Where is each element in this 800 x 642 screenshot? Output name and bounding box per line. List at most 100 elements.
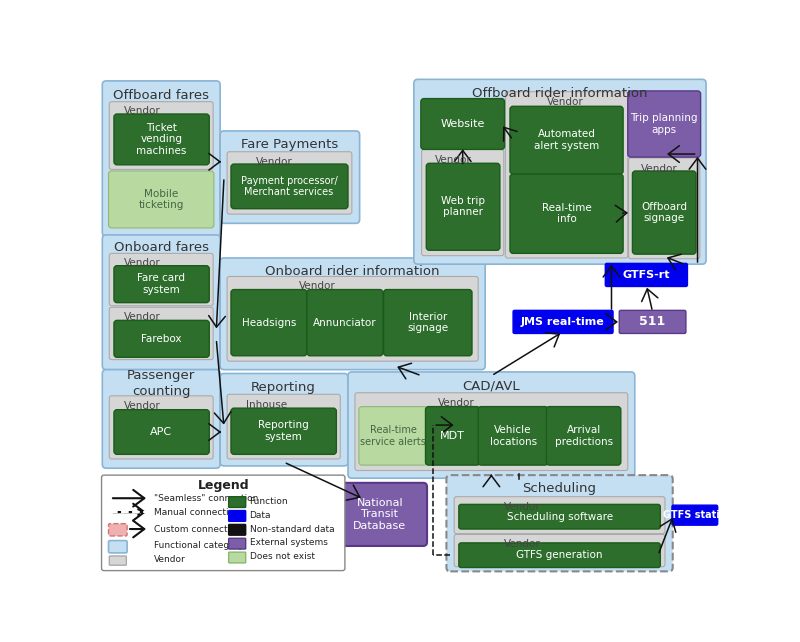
FancyBboxPatch shape <box>114 266 210 302</box>
FancyBboxPatch shape <box>628 91 701 157</box>
Text: Offboard fares: Offboard fares <box>114 89 210 102</box>
Text: Passenger
counting: Passenger counting <box>127 370 195 397</box>
FancyBboxPatch shape <box>307 290 383 356</box>
FancyBboxPatch shape <box>506 92 628 258</box>
FancyBboxPatch shape <box>102 81 220 236</box>
Text: GTFS static: GTFS static <box>663 510 726 520</box>
FancyBboxPatch shape <box>220 258 485 370</box>
Text: Annunciator: Annunciator <box>313 318 377 327</box>
FancyBboxPatch shape <box>359 406 427 465</box>
Text: Vendor: Vendor <box>123 401 160 411</box>
Text: Reporting
system: Reporting system <box>258 421 309 442</box>
FancyBboxPatch shape <box>348 372 634 478</box>
Text: Fare card
system: Fare card system <box>138 273 186 295</box>
FancyBboxPatch shape <box>454 534 665 567</box>
FancyBboxPatch shape <box>333 483 427 546</box>
FancyBboxPatch shape <box>220 131 360 223</box>
Text: Legend: Legend <box>198 479 249 492</box>
FancyBboxPatch shape <box>446 475 673 571</box>
FancyBboxPatch shape <box>227 277 478 361</box>
Text: Vendor: Vendor <box>435 155 472 165</box>
Text: Mobile
ticketing: Mobile ticketing <box>138 189 184 211</box>
Text: Vendor: Vendor <box>438 398 475 408</box>
Text: Vendor: Vendor <box>504 539 541 549</box>
FancyBboxPatch shape <box>454 497 665 534</box>
Text: Manual connection: Manual connection <box>154 508 240 517</box>
Text: GTFS-rt: GTFS-rt <box>622 270 670 280</box>
Text: Onboard fares: Onboard fares <box>114 241 209 254</box>
Text: Real-time
service alerts: Real-time service alerts <box>360 425 426 447</box>
Text: Vendor: Vendor <box>504 501 541 512</box>
Text: External systems: External systems <box>250 539 327 548</box>
Text: Trip planning
apps: Trip planning apps <box>630 113 698 135</box>
FancyBboxPatch shape <box>110 308 213 360</box>
FancyBboxPatch shape <box>229 510 246 521</box>
Text: Automated
alert system: Automated alert system <box>534 130 599 151</box>
FancyBboxPatch shape <box>229 525 246 535</box>
Text: Fare Payments: Fare Payments <box>242 138 338 152</box>
Text: CAD/AVL: CAD/AVL <box>462 379 520 392</box>
Text: Offboard
signage: Offboard signage <box>642 202 687 223</box>
FancyBboxPatch shape <box>384 290 472 356</box>
Text: Vendor: Vendor <box>123 257 160 268</box>
Text: Inhouse: Inhouse <box>246 400 287 410</box>
Text: Offboard rider information: Offboard rider information <box>472 87 647 100</box>
Text: Farebox: Farebox <box>141 334 182 344</box>
FancyBboxPatch shape <box>109 524 127 536</box>
Text: Vendor: Vendor <box>154 555 186 564</box>
Text: Arrival
predictions: Arrival predictions <box>554 425 613 447</box>
FancyBboxPatch shape <box>229 552 246 563</box>
Text: National
Transit
Database: National Transit Database <box>354 498 406 531</box>
Text: Function: Function <box>250 497 288 506</box>
Text: Non-standard data: Non-standard data <box>250 525 334 534</box>
FancyBboxPatch shape <box>109 171 214 228</box>
FancyBboxPatch shape <box>426 406 480 465</box>
Text: Data: Data <box>250 510 271 519</box>
FancyBboxPatch shape <box>672 505 718 525</box>
Text: "Seamless" connection: "Seamless" connection <box>154 494 258 503</box>
FancyBboxPatch shape <box>114 320 210 358</box>
FancyBboxPatch shape <box>510 174 623 254</box>
Text: Reporting: Reporting <box>251 381 316 394</box>
FancyBboxPatch shape <box>227 394 340 459</box>
FancyBboxPatch shape <box>422 150 504 256</box>
FancyBboxPatch shape <box>546 406 621 465</box>
Text: GTFS generation: GTFS generation <box>516 550 603 560</box>
Text: Functional category: Functional category <box>154 541 244 550</box>
Text: APC: APC <box>150 427 172 437</box>
FancyBboxPatch shape <box>421 99 505 150</box>
Text: Vehicle
locations: Vehicle locations <box>490 425 537 447</box>
Text: Real-time
info: Real-time info <box>542 202 591 224</box>
FancyBboxPatch shape <box>355 393 628 471</box>
FancyBboxPatch shape <box>229 497 246 507</box>
Text: Does not exist: Does not exist <box>250 552 314 561</box>
FancyBboxPatch shape <box>459 505 660 529</box>
Text: MDT: MDT <box>440 431 465 441</box>
FancyBboxPatch shape <box>629 158 700 259</box>
FancyBboxPatch shape <box>619 310 686 333</box>
FancyBboxPatch shape <box>414 80 706 264</box>
FancyBboxPatch shape <box>227 152 352 214</box>
Text: Scheduling software: Scheduling software <box>506 512 613 522</box>
Text: Website: Website <box>441 119 485 129</box>
Text: Payment processor/
Merchant services: Payment processor/ Merchant services <box>241 175 338 197</box>
Text: Vendor: Vendor <box>546 98 583 107</box>
FancyBboxPatch shape <box>478 406 548 465</box>
FancyBboxPatch shape <box>510 107 623 174</box>
Text: Scheduling: Scheduling <box>522 483 597 496</box>
Text: Vendor: Vendor <box>298 281 335 291</box>
Text: Web trip
planner: Web trip planner <box>441 196 485 217</box>
Text: Vendor: Vendor <box>123 106 160 116</box>
Text: Vendor: Vendor <box>123 312 160 322</box>
FancyBboxPatch shape <box>102 235 220 370</box>
FancyBboxPatch shape <box>606 263 687 286</box>
FancyBboxPatch shape <box>229 538 246 549</box>
FancyBboxPatch shape <box>231 408 336 455</box>
FancyBboxPatch shape <box>102 475 345 571</box>
Text: Vendor: Vendor <box>641 164 678 174</box>
Text: Custom connection: Custom connection <box>154 525 242 534</box>
FancyBboxPatch shape <box>114 410 210 455</box>
Text: Interior
signage: Interior signage <box>407 312 448 333</box>
FancyBboxPatch shape <box>114 114 210 165</box>
Text: Onboard rider information: Onboard rider information <box>266 265 440 279</box>
